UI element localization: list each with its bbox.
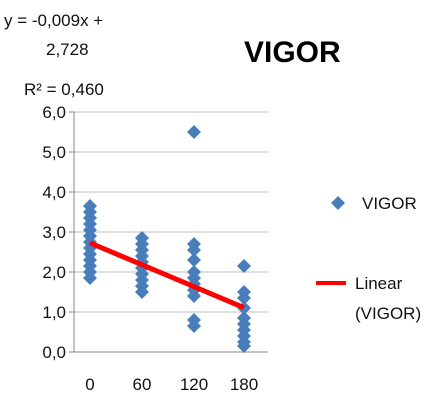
trendline-r-squared: R² = 0,460 bbox=[24, 80, 104, 99]
data-points bbox=[83, 125, 251, 353]
y-tick-label: 0,0 bbox=[42, 343, 66, 362]
data-point bbox=[237, 291, 251, 305]
y-tick-label: 3,0 bbox=[42, 223, 66, 242]
chart-title: VIGOR bbox=[244, 36, 341, 69]
y-tick-label: 2,0 bbox=[42, 263, 66, 282]
x-tick-label: 180 bbox=[230, 375, 258, 394]
trendline-equation-line1: y = -0,009x + bbox=[4, 11, 103, 30]
legend-diamond-marker bbox=[331, 196, 345, 210]
y-tick-label: 5,0 bbox=[42, 143, 66, 162]
data-point bbox=[187, 253, 201, 267]
data-point bbox=[237, 259, 251, 273]
data-point bbox=[83, 271, 97, 285]
trendline-equation-line2: 2,728 bbox=[46, 40, 89, 59]
axes: 0,0 1,0 2,0 3,0 4,0 5,0 6,0 0 60 120 180 bbox=[42, 103, 268, 394]
y-tick-label: 4,0 bbox=[42, 183, 66, 202]
x-tick-label: 120 bbox=[180, 375, 208, 394]
trendline-layer bbox=[89, 240, 245, 310]
legend-label-linear-line2: (VIGOR) bbox=[355, 304, 421, 323]
data-point bbox=[237, 339, 251, 353]
data-point bbox=[187, 289, 201, 303]
legend-label-vigor: VIGOR bbox=[362, 194, 417, 213]
data-point bbox=[187, 319, 201, 333]
data-point bbox=[135, 285, 149, 299]
data-point bbox=[187, 125, 201, 139]
trendline bbox=[89, 240, 245, 310]
legend-label-linear-line1: Linear bbox=[355, 274, 403, 293]
gridlines bbox=[74, 111, 268, 313]
x-tick-label: 0 bbox=[85, 375, 94, 394]
legend: VIGOR Linear (VIGOR) bbox=[316, 194, 421, 323]
y-tick-label: 1,0 bbox=[42, 303, 66, 322]
x-tick-label: 60 bbox=[133, 375, 152, 394]
y-tick-label: 6,0 bbox=[42, 103, 66, 122]
data-point bbox=[187, 243, 201, 257]
